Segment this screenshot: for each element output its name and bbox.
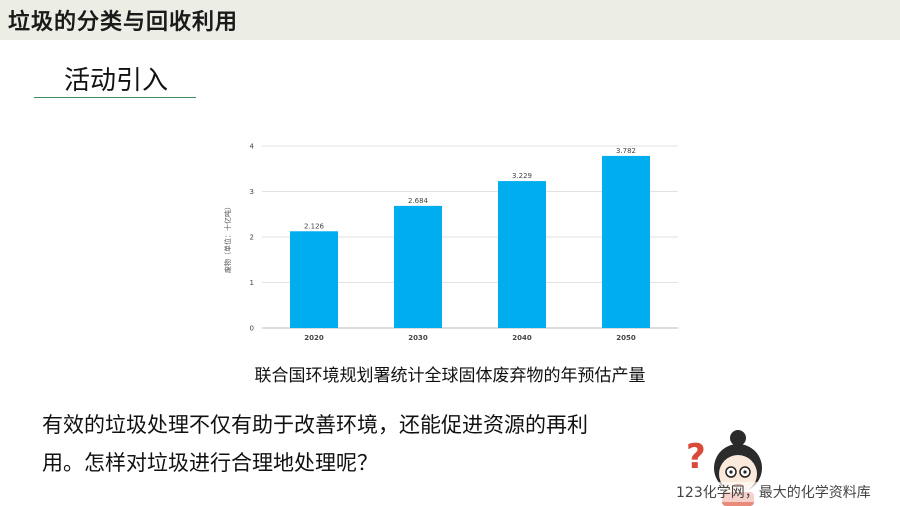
x-tick-label: 2050: [616, 334, 636, 340]
section-underline: [34, 97, 196, 98]
y-tick-label: 1: [250, 279, 254, 287]
bar-value-label: 3.782: [616, 147, 636, 155]
bar-2020: [290, 231, 338, 328]
y-tick-label: 3: [250, 188, 254, 196]
bar-value-label: 2.684: [408, 197, 429, 205]
chart-y-ticks: 0 1 2 3 4: [250, 143, 255, 333]
section-title: 活动引入: [64, 66, 169, 96]
page-title: 垃圾的分类与回收利用: [8, 9, 239, 35]
x-tick-label: 2020: [304, 334, 324, 340]
x-tick-label: 2030: [408, 334, 428, 340]
question-mark: ?: [686, 437, 706, 477]
body-line-1: 有效的垃圾处理不仅有助于改善环境，还能促进资源的再利: [42, 413, 588, 437]
chart-x-ticks: 2020 2030 2040 2050: [304, 334, 636, 340]
bar-2040: [498, 181, 546, 328]
chart-caption: 联合国环境规划署统计全球固体废弃物的年预估产量: [254, 366, 646, 386]
y-tick-label: 4: [250, 143, 255, 151]
bar-value-label: 2.126: [304, 222, 325, 230]
watermark: 123化学网，最大的化学资料库: [676, 482, 896, 502]
chart-bars: 2.126 2.684 3.229 3.782: [290, 147, 650, 328]
y-tick-label: 2: [250, 234, 254, 242]
body-line-2: 用。怎样对垃圾进行合理地处理呢？: [42, 451, 378, 475]
body-paragraph: 有效的垃圾处理不仅有助于改善环境，还能促进资源的再利 用。怎样对垃圾进行合理地处…: [42, 406, 652, 482]
header-bar: 垃圾的分类与回收利用: [0, 0, 900, 40]
bar-value-label: 3.229: [512, 172, 532, 180]
bar-2050: [602, 155, 650, 328]
x-tick-label: 2040: [512, 334, 532, 340]
bar-2030: [394, 205, 442, 328]
y-tick-label: 0: [250, 325, 254, 333]
chart-y-axis-label: 废物（单位：十亿吨）: [223, 203, 232, 273]
